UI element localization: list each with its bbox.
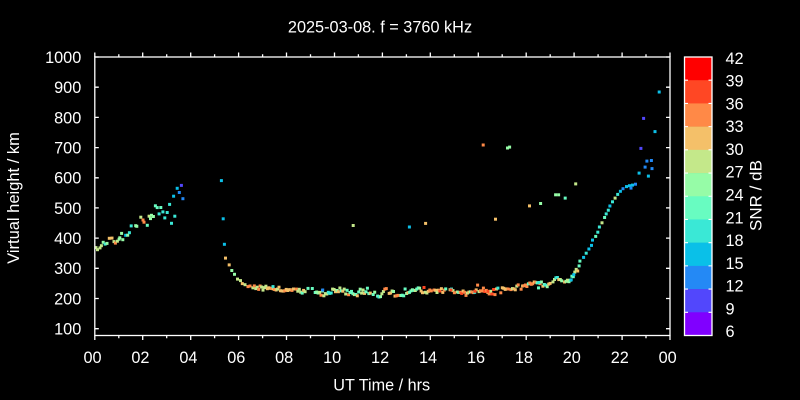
svg-text:33: 33 [726, 118, 744, 136]
svg-text:06: 06 [227, 349, 245, 367]
svg-text:900: 900 [54, 79, 81, 97]
svg-text:SNR / dB: SNR / dB [746, 160, 765, 231]
svg-text:10: 10 [323, 349, 341, 367]
svg-text:18: 18 [515, 349, 533, 367]
svg-text:2025-03-08. f = 3760 kHz: 2025-03-08. f = 3760 kHz [288, 18, 472, 36]
svg-text:12: 12 [371, 349, 389, 367]
svg-text:22: 22 [611, 349, 629, 367]
svg-text:18: 18 [726, 232, 744, 250]
svg-text:04: 04 [179, 349, 197, 367]
svg-text:02: 02 [131, 349, 149, 367]
svg-text:21: 21 [726, 209, 744, 227]
svg-text:00: 00 [83, 349, 101, 367]
svg-text:12: 12 [726, 278, 744, 296]
svg-text:600: 600 [54, 170, 81, 188]
svg-text:800: 800 [54, 109, 81, 127]
svg-text:6: 6 [726, 323, 735, 341]
svg-text:Virtual height / km: Virtual height / km [5, 132, 23, 264]
svg-text:08: 08 [275, 349, 293, 367]
svg-text:39: 39 [726, 73, 744, 91]
svg-text:700: 700 [54, 140, 81, 158]
svg-text:20: 20 [563, 349, 581, 367]
svg-text:9: 9 [726, 300, 735, 318]
svg-text:30: 30 [726, 141, 744, 159]
svg-text:200: 200 [54, 290, 81, 308]
svg-text:15: 15 [726, 255, 744, 273]
svg-text:100: 100 [54, 321, 81, 339]
svg-text:300: 300 [54, 260, 81, 278]
svg-text:36: 36 [726, 95, 744, 113]
svg-text:16: 16 [467, 349, 485, 367]
svg-text:400: 400 [54, 230, 81, 248]
svg-text:1000: 1000 [45, 49, 81, 67]
svg-text:24: 24 [726, 186, 744, 204]
svg-text:00: 00 [659, 349, 677, 367]
svg-text:UT Time / hrs: UT Time / hrs [333, 377, 430, 395]
svg-text:42: 42 [726, 50, 744, 68]
svg-text:14: 14 [419, 349, 437, 367]
svg-text:27: 27 [726, 164, 744, 182]
svg-text:500: 500 [54, 200, 81, 218]
